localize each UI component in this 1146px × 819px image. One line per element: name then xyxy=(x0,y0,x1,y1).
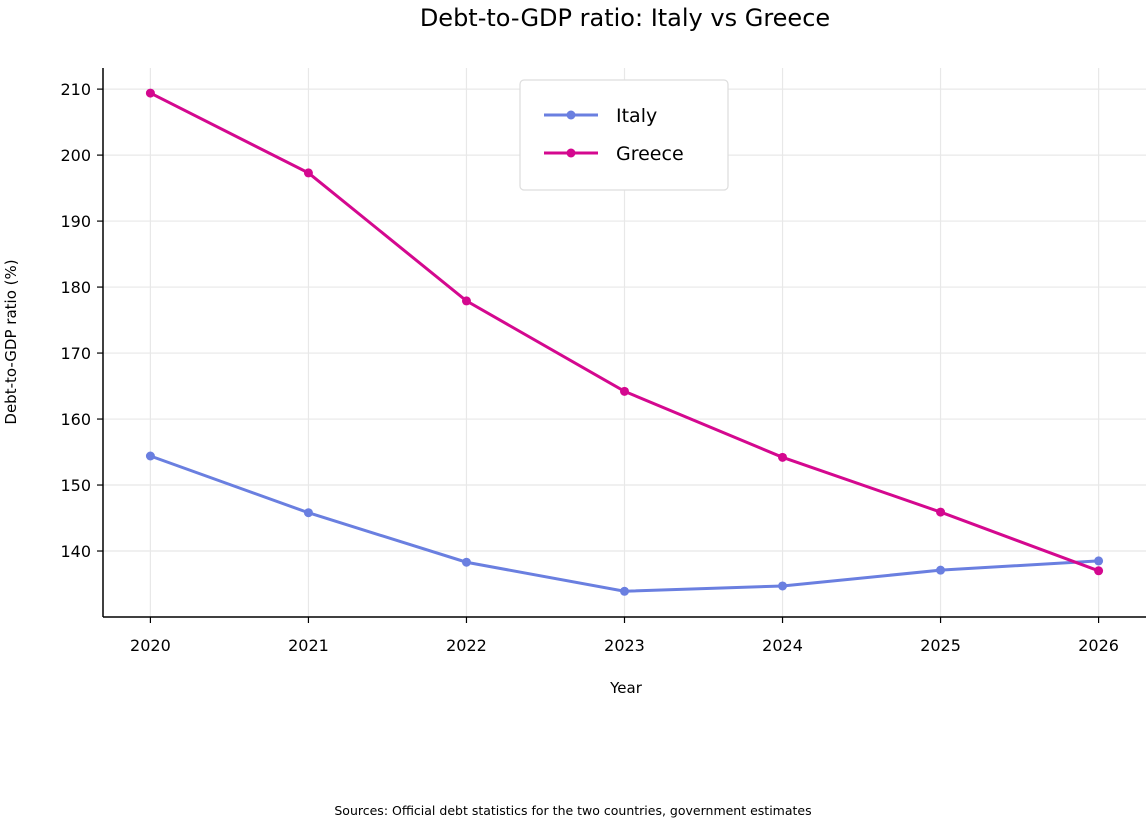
x-tick-label: 2020 xyxy=(130,636,171,655)
data-point xyxy=(1094,556,1104,566)
y-tick-label: 140 xyxy=(60,542,91,561)
legend-swatch-marker xyxy=(566,148,576,158)
data-point xyxy=(461,557,471,567)
chart-title: Debt-to-GDP ratio: Italy vs Greece xyxy=(420,4,830,32)
y-tick-label: 180 xyxy=(60,278,91,297)
x-tick-label: 2025 xyxy=(920,636,961,655)
data-point xyxy=(1094,566,1104,576)
data-point xyxy=(145,451,155,461)
data-point xyxy=(145,88,155,98)
legend-label: Italy xyxy=(616,105,657,127)
data-point xyxy=(778,452,788,462)
legend-label: Greece xyxy=(616,143,684,165)
legend: Italy Greece xyxy=(519,79,729,191)
data-point xyxy=(461,296,471,306)
legend-box xyxy=(519,79,729,191)
x-tick-label: 2024 xyxy=(762,636,803,655)
data-point xyxy=(778,581,788,591)
data-point xyxy=(936,507,946,517)
y-axis-label: Debt-to-GDP ratio (%) xyxy=(2,259,20,424)
y-tick-label: 170 xyxy=(60,344,91,363)
data-point xyxy=(936,565,946,575)
x-tick-label: 2021 xyxy=(288,636,329,655)
series-greece xyxy=(145,88,1104,576)
x-tick-label: 2023 xyxy=(604,636,645,655)
x-tick-label: 2022 xyxy=(446,636,487,655)
y-tick-label: 190 xyxy=(60,212,91,231)
data-point xyxy=(620,386,629,396)
data-point xyxy=(303,168,313,178)
y-tick-label: 210 xyxy=(60,80,91,99)
data-point xyxy=(303,508,313,518)
legend-swatch-marker xyxy=(566,110,576,120)
series-italy xyxy=(145,451,1104,596)
y-tick-label: 200 xyxy=(60,146,91,165)
x-axis-label: Year xyxy=(609,679,643,697)
y-tick-label: 150 xyxy=(60,476,91,495)
data-point xyxy=(620,586,629,596)
footnote: Sources: Official debt statistics for th… xyxy=(334,803,811,818)
x-tick-label: 2026 xyxy=(1078,636,1119,655)
y-tick-label: 160 xyxy=(60,410,91,429)
